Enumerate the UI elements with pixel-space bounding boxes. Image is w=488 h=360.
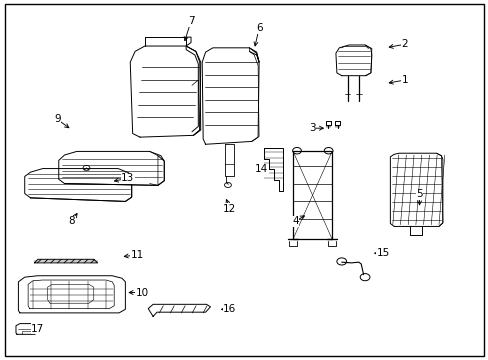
Text: 7: 7	[187, 16, 194, 26]
Text: 13: 13	[121, 173, 134, 183]
Text: 5: 5	[415, 189, 422, 199]
Text: 12: 12	[223, 203, 236, 213]
Text: 10: 10	[136, 288, 149, 297]
Text: 14: 14	[254, 164, 267, 174]
Text: 8: 8	[68, 216, 75, 226]
Text: 6: 6	[255, 23, 262, 33]
Text: 11: 11	[131, 250, 144, 260]
Text: 16: 16	[223, 304, 236, 314]
Text: 9: 9	[54, 114, 61, 124]
Text: 1: 1	[401, 75, 407, 85]
Text: 15: 15	[376, 248, 389, 258]
Text: 3: 3	[308, 123, 315, 133]
Text: 2: 2	[401, 39, 407, 49]
Text: 17: 17	[31, 324, 44, 334]
Text: 4: 4	[292, 216, 298, 226]
